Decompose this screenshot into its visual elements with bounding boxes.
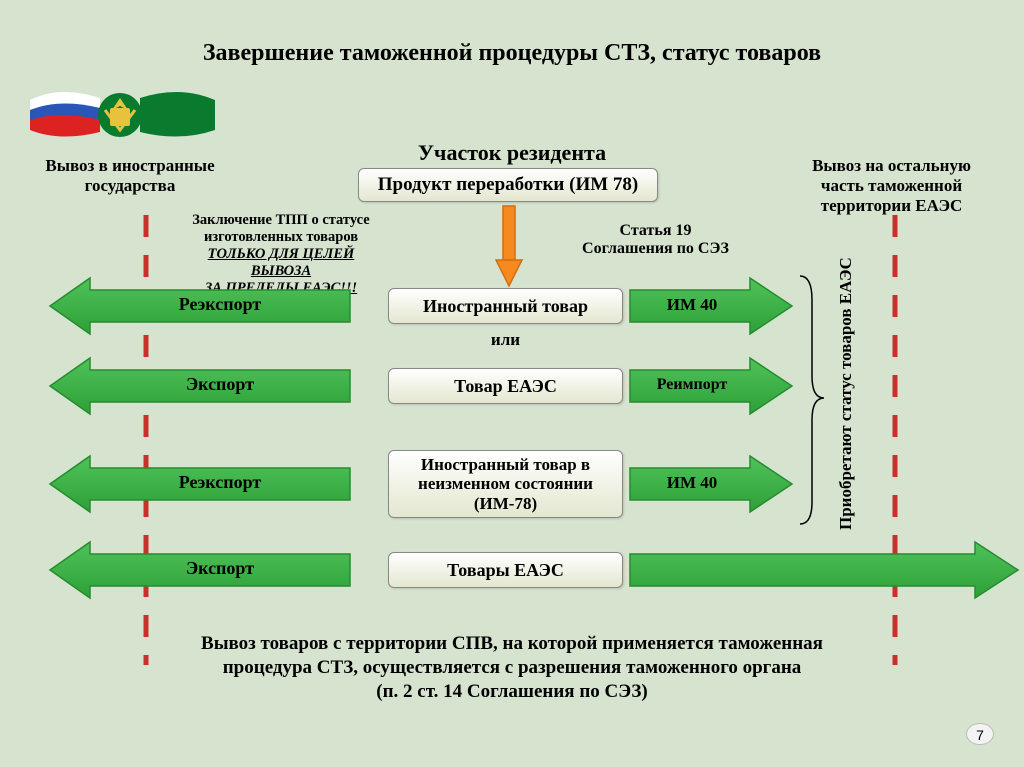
right-arrow-1-label: ИМ 40 [632,295,752,315]
footer-text: Вывоз товаров с территории СПВ, на котор… [0,632,1024,703]
right-arrow-2-label: Реимпорт [632,376,752,394]
vertical-status-label: Приобретают статус товаров ЕАЭС [836,250,856,530]
right-arrow-3-label: ИМ 40 [632,473,752,493]
left-arrow-1-label: Реэкспорт [90,294,350,315]
left-arrow-2-label: Экспорт [90,374,350,395]
left-arrow-4-label: Экспорт [90,558,350,579]
slide-number: 7 [966,723,994,745]
left-arrow-3-label: Реэкспорт [90,472,350,493]
